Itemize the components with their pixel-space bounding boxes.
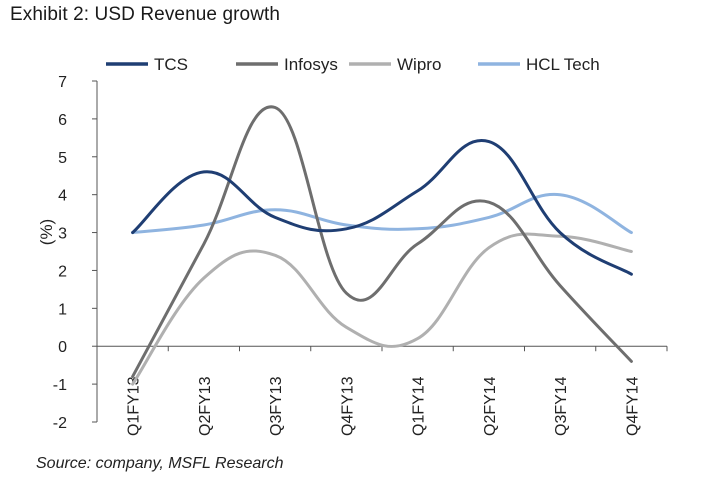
y-tick-label: 0: [58, 339, 67, 356]
series-line-infosys: [131, 105, 633, 379]
y-tick-label: 4: [58, 188, 67, 205]
series-lines: [131, 105, 633, 386]
chart-axes: [96, 81, 667, 422]
x-tick-label: Q4FY14: [624, 376, 641, 436]
source-note: Source: company, MSFL Research: [36, 455, 284, 472]
x-tick-label: Q1FY13: [126, 376, 143, 436]
x-tick-label: Q2FY13: [197, 376, 214, 436]
series-line-tcs: [131, 138, 633, 276]
y-tick-label: 1: [58, 301, 67, 318]
y-tick-label: -2: [53, 415, 67, 432]
x-ticks: Q1FY13 Q2FY13 Q3FY13 Q4FY13 Q1FY14 Q2FY14 Q3FY…: [96, 346, 668, 436]
legend-label: Wipro: [397, 55, 441, 74]
y-tick-label: 7: [58, 74, 67, 91]
x-tick-label: Q3FY14: [553, 376, 570, 436]
legend: TCS Infosys Wipro HCL Tech: [106, 55, 600, 74]
y-tick-label: 2: [58, 263, 67, 280]
x-tick-label: Q4FY13: [339, 376, 356, 436]
y-tick-label: 3: [58, 226, 67, 243]
x-tick-label: Q2FY14: [482, 376, 499, 436]
legend-label: HCL Tech: [526, 55, 600, 74]
y-tick-label: -1: [53, 377, 67, 394]
chart-title: Exhibit 2: USD Revenue growth: [10, 4, 281, 25]
legend-label: Infosys: [284, 55, 338, 74]
legend-label: TCS: [154, 55, 188, 74]
y-tick-label: 6: [58, 112, 67, 129]
y-axis-label: (%): [37, 219, 56, 245]
y-tick-label: 5: [58, 150, 67, 167]
y-ticks: 7 6 5 4 3 2 1 0 -1 -2: [53, 74, 97, 432]
x-tick-label: Q3FY13: [268, 376, 285, 436]
x-tick-label: Q1FY14: [411, 376, 428, 436]
series-line-wipro: [131, 232, 633, 386]
